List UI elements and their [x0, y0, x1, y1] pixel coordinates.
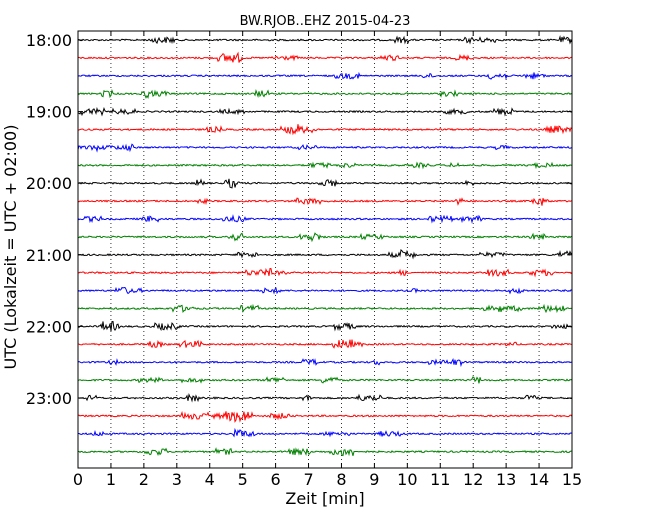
x-tick-label: 11: [430, 470, 450, 489]
x-tick-label: 0: [73, 470, 83, 489]
trace-line: [77, 178, 573, 189]
x-tick-label: 7: [303, 470, 313, 489]
x-tick-label: 1: [106, 470, 116, 489]
trace-line: [77, 248, 573, 260]
x-tick-label: 2: [139, 470, 149, 489]
chart-title: BW.RJOB..EHZ 2015-04-23: [240, 14, 411, 29]
trace-line: [77, 303, 573, 314]
trace-line: [77, 339, 573, 349]
trace-line: [77, 71, 573, 80]
trace-line: [77, 447, 573, 457]
trace-line: [77, 214, 573, 224]
trace-line: [77, 197, 573, 206]
trace-group: [77, 34, 573, 457]
trace-line: [77, 143, 573, 153]
trace-line: [77, 161, 573, 170]
trace-line: [77, 286, 573, 295]
y-tick-label: 22:00: [26, 317, 72, 336]
x-tick-label: 13: [496, 470, 516, 489]
x-tick-label: 9: [369, 470, 379, 489]
trace-line: [77, 51, 573, 63]
trace-line: [77, 392, 573, 403]
x-axis-label: Zeit [min]: [285, 489, 364, 508]
trace-line: [77, 267, 573, 278]
x-tick-label: 15: [562, 470, 582, 489]
trace-line: [77, 427, 573, 438]
x-tick-label: 4: [205, 470, 215, 489]
y-tick-label: 23:00: [26, 389, 72, 408]
x-axis: 0 1 2 3 4 5 6 7 8 9 10 11 12 13 14 15: [73, 31, 582, 489]
trace-line: [77, 376, 573, 384]
trace-line: [77, 410, 573, 423]
trace-line: [77, 232, 573, 243]
plot-frame: [77, 30, 573, 469]
x-tick-label: 12: [463, 470, 483, 489]
x-tick-label: 14: [529, 470, 549, 489]
x-tick-label: 5: [238, 470, 248, 489]
x-tick-label: 8: [336, 470, 346, 489]
trace-line: [77, 34, 573, 45]
grid-lines: [110, 31, 540, 468]
trace-line: [77, 106, 573, 117]
x-tick-label: 3: [172, 470, 182, 489]
y-axis-label: UTC (Lokalzeit = UTC + 02:00): [1, 125, 20, 370]
x-tick-label: 6: [271, 470, 281, 489]
trace-line: [77, 124, 573, 136]
x-tick-label: 10: [397, 470, 417, 489]
trace-line: [77, 357, 573, 368]
y-tick-label: 20:00: [26, 174, 72, 193]
trace-line: [77, 320, 573, 332]
y-axis: 18:00 19:00 20:00 21:00 22:00 23:00: [26, 31, 572, 408]
y-tick-label: 18:00: [26, 31, 72, 50]
trace-line: [77, 88, 573, 100]
y-tick-label: 21:00: [26, 246, 72, 265]
y-tick-label: 19:00: [26, 103, 72, 122]
